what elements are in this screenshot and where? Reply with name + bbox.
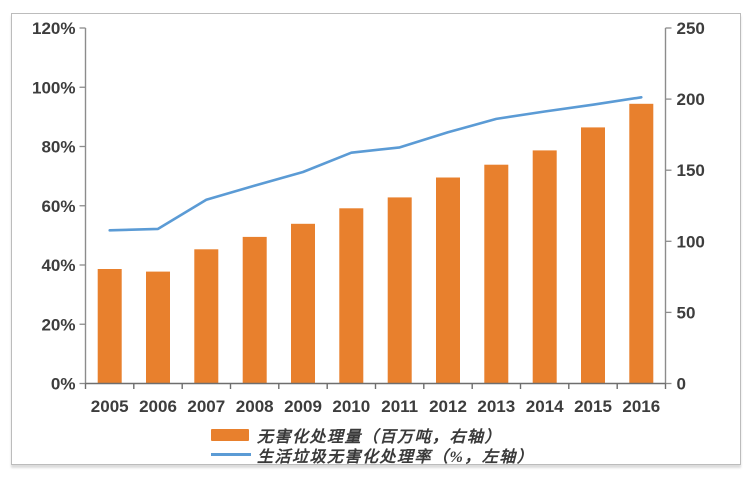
left-axis-tick-label: 40% [41,256,75,275]
bar-2010 [339,208,364,384]
bar-2009 [291,223,315,384]
right-axis-tick-label: 0 [677,375,686,394]
bar-2006 [146,271,170,384]
left-axis-tick-label: 0% [51,375,76,394]
bar-2008 [242,236,267,384]
bar-2011 [387,197,412,384]
x-axis-category-label: 2008 [236,397,274,416]
left-axis-tick-label: 100% [32,78,75,97]
x-axis-category-label: 2012 [429,397,467,416]
right-axis-tick-label: 200 [677,90,705,109]
right-axis-tick-label: 250 [677,19,705,38]
chart-frame [11,13,741,465]
x-axis-category-label: 2009 [284,397,322,416]
x-axis-category-label: 2006 [139,397,177,416]
bar-2016 [629,103,654,384]
chart-legend: 无害化处理量（百万吨，右轴） 生活垃圾无害化处理率（%，左轴） [211,425,535,466]
x-axis-category-label: 2015 [574,397,612,416]
left-axis-tick-label: 20% [41,315,75,334]
right-axis-tick-label: 50 [677,303,696,322]
bar-series-swatch-icon [211,428,249,441]
bar-2014 [532,150,557,384]
x-axis-category-label: 2005 [91,397,129,416]
x-axis-category-label: 2007 [187,397,225,416]
line-series-swatch-icon [211,453,251,456]
x-axis-category-label: 2013 [477,397,515,416]
x-axis-category-label: 2011 [381,397,418,416]
right-axis-tick-label: 100 [677,232,705,251]
left-axis-tick-label: 80% [41,138,75,157]
legend-item-volume: 无害化处理量（百万吨，右轴） [211,425,534,446]
bar-2013 [484,164,509,384]
legend-item-rate: 生活垃圾无害化处理率（%，左轴） [211,445,535,466]
bar-2007 [194,249,219,384]
x-axis-category-label: 2014 [526,397,564,416]
bar-2005 [97,269,122,384]
x-axis-category-label: 2016 [622,397,660,416]
left-axis-tick-label: 60% [41,197,75,216]
legend-label-rate: 生活垃圾无害化处理率（%，左轴） [257,448,535,466]
right-axis-tick-label: 150 [677,161,705,180]
legend-label-volume: 无害化处理量（百万吨，右轴） [257,428,503,446]
x-axis-category-label: 2010 [332,397,370,416]
bar-2012 [436,177,460,384]
rate-line [108,96,643,232]
bar-2015 [581,127,605,384]
left-axis-tick-label: 120% [32,19,75,38]
